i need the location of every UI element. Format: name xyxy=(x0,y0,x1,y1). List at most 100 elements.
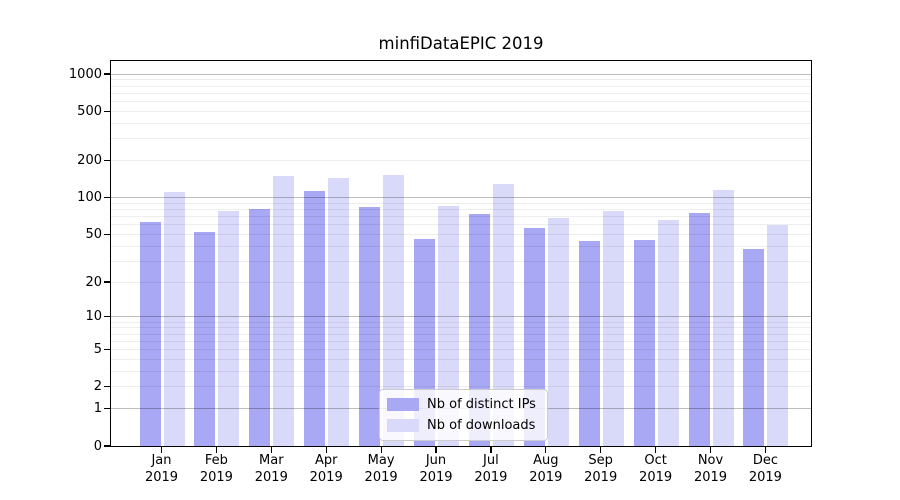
legend-swatch-downloads xyxy=(387,419,419,432)
y-tick-label-0: 0 xyxy=(93,438,102,454)
x-tick-mark-dec-2019 xyxy=(764,447,767,453)
gridline-minor-70 xyxy=(110,216,812,218)
bar-nb-of-distinct-ips-jul-2019 xyxy=(468,214,490,446)
bar-nb-of-downloads-jan-2019 xyxy=(163,192,185,446)
axis-spine-left xyxy=(110,60,112,447)
x-tick-month: Jan xyxy=(151,453,172,468)
y-tick-label-2: 2 xyxy=(93,379,102,395)
y-tick-mark-10 xyxy=(103,316,110,318)
x-tick-label-jun-2019: Jun 2019 xyxy=(404,453,468,486)
gridline-minor-2 xyxy=(110,386,812,388)
gridline-minor-500 xyxy=(110,110,812,112)
y-tick-label-10: 10 xyxy=(85,309,102,325)
legend-label-downloads: Nb of downloads xyxy=(427,418,536,433)
bar-nb-of-distinct-ips-jan-2019 xyxy=(139,222,161,446)
x-tick-mark-apr-2019 xyxy=(325,447,327,453)
x-tick-mark-jun-2019 xyxy=(435,447,437,453)
y-tick-mark-200 xyxy=(103,159,110,162)
y-tick-label-1: 1 xyxy=(93,401,102,417)
axis-spine-top xyxy=(110,60,812,62)
chart-title: minfiDataEPIC 2019 xyxy=(378,34,544,53)
axis-spine-bottom xyxy=(110,445,812,447)
x-tick-month: Jul xyxy=(483,453,499,468)
bar-nb-of-distinct-ips-mar-2019 xyxy=(249,209,271,446)
gridline-minor-80 xyxy=(110,208,812,210)
y-tick-label-5: 5 xyxy=(93,342,102,357)
bar-nb-of-distinct-ips-sep-2019 xyxy=(578,241,600,446)
gridline-minor-5 xyxy=(110,349,812,351)
bar-nb-of-downloads-aug-2019 xyxy=(547,218,569,446)
x-tick-year: 2019 xyxy=(693,469,728,485)
x-tick-month: Nov xyxy=(697,453,724,468)
x-tick-year: 2019 xyxy=(584,469,618,485)
bar-nb-of-distinct-ips-dec-2019 xyxy=(743,248,765,446)
x-tick-mark-mar-2019 xyxy=(270,447,272,453)
legend-entry-distinct-ips: Nb of distinct IPs xyxy=(387,396,536,413)
gridline-minor-800 xyxy=(110,85,812,87)
x-tick-year: 2019 xyxy=(364,469,398,485)
gridline-minor-4 xyxy=(110,358,812,360)
y-tick-label-200: 200 xyxy=(77,152,102,168)
x-tick-mark-aug-2019 xyxy=(545,447,547,453)
y-tick-mark-1 xyxy=(103,408,110,410)
x-tick-label-feb-2019: Feb 2019 xyxy=(184,453,248,486)
y-tick-label-100: 100 xyxy=(77,190,102,205)
x-tick-year: 2019 xyxy=(254,469,288,485)
x-tick-mark-sep-2019 xyxy=(600,447,602,453)
x-tick-month: Feb xyxy=(204,453,228,468)
legend-entry-downloads: Nb of downloads xyxy=(387,417,536,434)
gridline-minor-50 xyxy=(110,233,812,235)
x-tick-year: 2019 xyxy=(474,469,508,485)
x-tick-mark-nov-2019 xyxy=(709,447,712,453)
x-tick-month: Apr xyxy=(314,453,338,468)
y-tick-label-50: 50 xyxy=(85,226,102,242)
gridline-minor-200 xyxy=(110,159,812,161)
gridline-minor-7 xyxy=(110,333,812,335)
bar-nb-of-distinct-ips-feb-2019 xyxy=(194,232,216,446)
plot-area: Nb of distinct IPs Nb of downloads xyxy=(110,60,812,447)
x-tick-label-jan-2019: Jan 2019 xyxy=(130,453,194,486)
gridline-minor-30 xyxy=(110,260,812,262)
x-tick-label-dec-2019: Dec 2019 xyxy=(733,453,797,486)
x-tick-label-nov-2019: Nov 2019 xyxy=(679,453,743,486)
gridline-major-100 xyxy=(110,197,812,199)
gridline-minor-600 xyxy=(110,101,812,103)
bar-nb-of-downloads-oct-2019 xyxy=(657,219,679,446)
y-tick-label-500: 500 xyxy=(77,103,102,119)
x-tick-mark-oct-2019 xyxy=(654,447,657,453)
bar-nb-of-downloads-jun-2019 xyxy=(438,205,459,446)
gridline-minor-700 xyxy=(110,92,812,94)
x-tick-month: Sep xyxy=(588,453,613,468)
x-tick-label-sep-2019: Sep 2019 xyxy=(569,453,633,486)
bar-nb-of-downloads-jul-2019 xyxy=(492,183,514,446)
bar-nb-of-distinct-ips-apr-2019 xyxy=(304,191,326,446)
gridline-minor-3 xyxy=(110,370,812,372)
x-tick-month: Oct xyxy=(644,453,667,468)
gridline-minor-900 xyxy=(110,79,812,81)
y-tick-label-20: 20 xyxy=(85,274,102,290)
x-tick-label-aug-2019: Aug 2019 xyxy=(514,453,578,486)
x-tick-label-jul-2019: Jul 2019 xyxy=(459,453,523,486)
legend-swatch-distinct-ips xyxy=(387,398,419,411)
y-tick-label-1000: 1000 xyxy=(68,66,102,82)
gridline-minor-20 xyxy=(110,281,812,283)
x-tick-mark-may-2019 xyxy=(380,447,382,453)
x-tick-year: 2019 xyxy=(144,469,179,485)
x-tick-year: 2019 xyxy=(529,469,563,485)
x-tick-month: Mar xyxy=(259,453,284,468)
bar-nb-of-distinct-ips-may-2019 xyxy=(359,207,381,446)
x-tick-label-may-2019: May 2019 xyxy=(349,453,413,486)
x-tick-mark-jan-2019 xyxy=(160,447,163,453)
y-tick-mark-0 xyxy=(103,445,110,447)
x-tick-month: Jun xyxy=(425,453,447,468)
x-tick-label-mar-2019: Mar 2019 xyxy=(239,453,303,486)
bar-nb-of-downloads-mar-2019 xyxy=(273,175,295,446)
bar-nb-of-downloads-feb-2019 xyxy=(218,210,240,446)
bar-nb-of-downloads-dec-2019 xyxy=(767,224,789,446)
x-tick-month: May xyxy=(367,453,395,468)
x-tick-label-apr-2019: Apr 2019 xyxy=(294,453,358,486)
axis-spine-right xyxy=(810,60,812,447)
x-tick-month: Aug xyxy=(533,453,559,468)
gridline-major-10 xyxy=(110,316,812,318)
x-tick-year: 2019 xyxy=(199,469,233,485)
